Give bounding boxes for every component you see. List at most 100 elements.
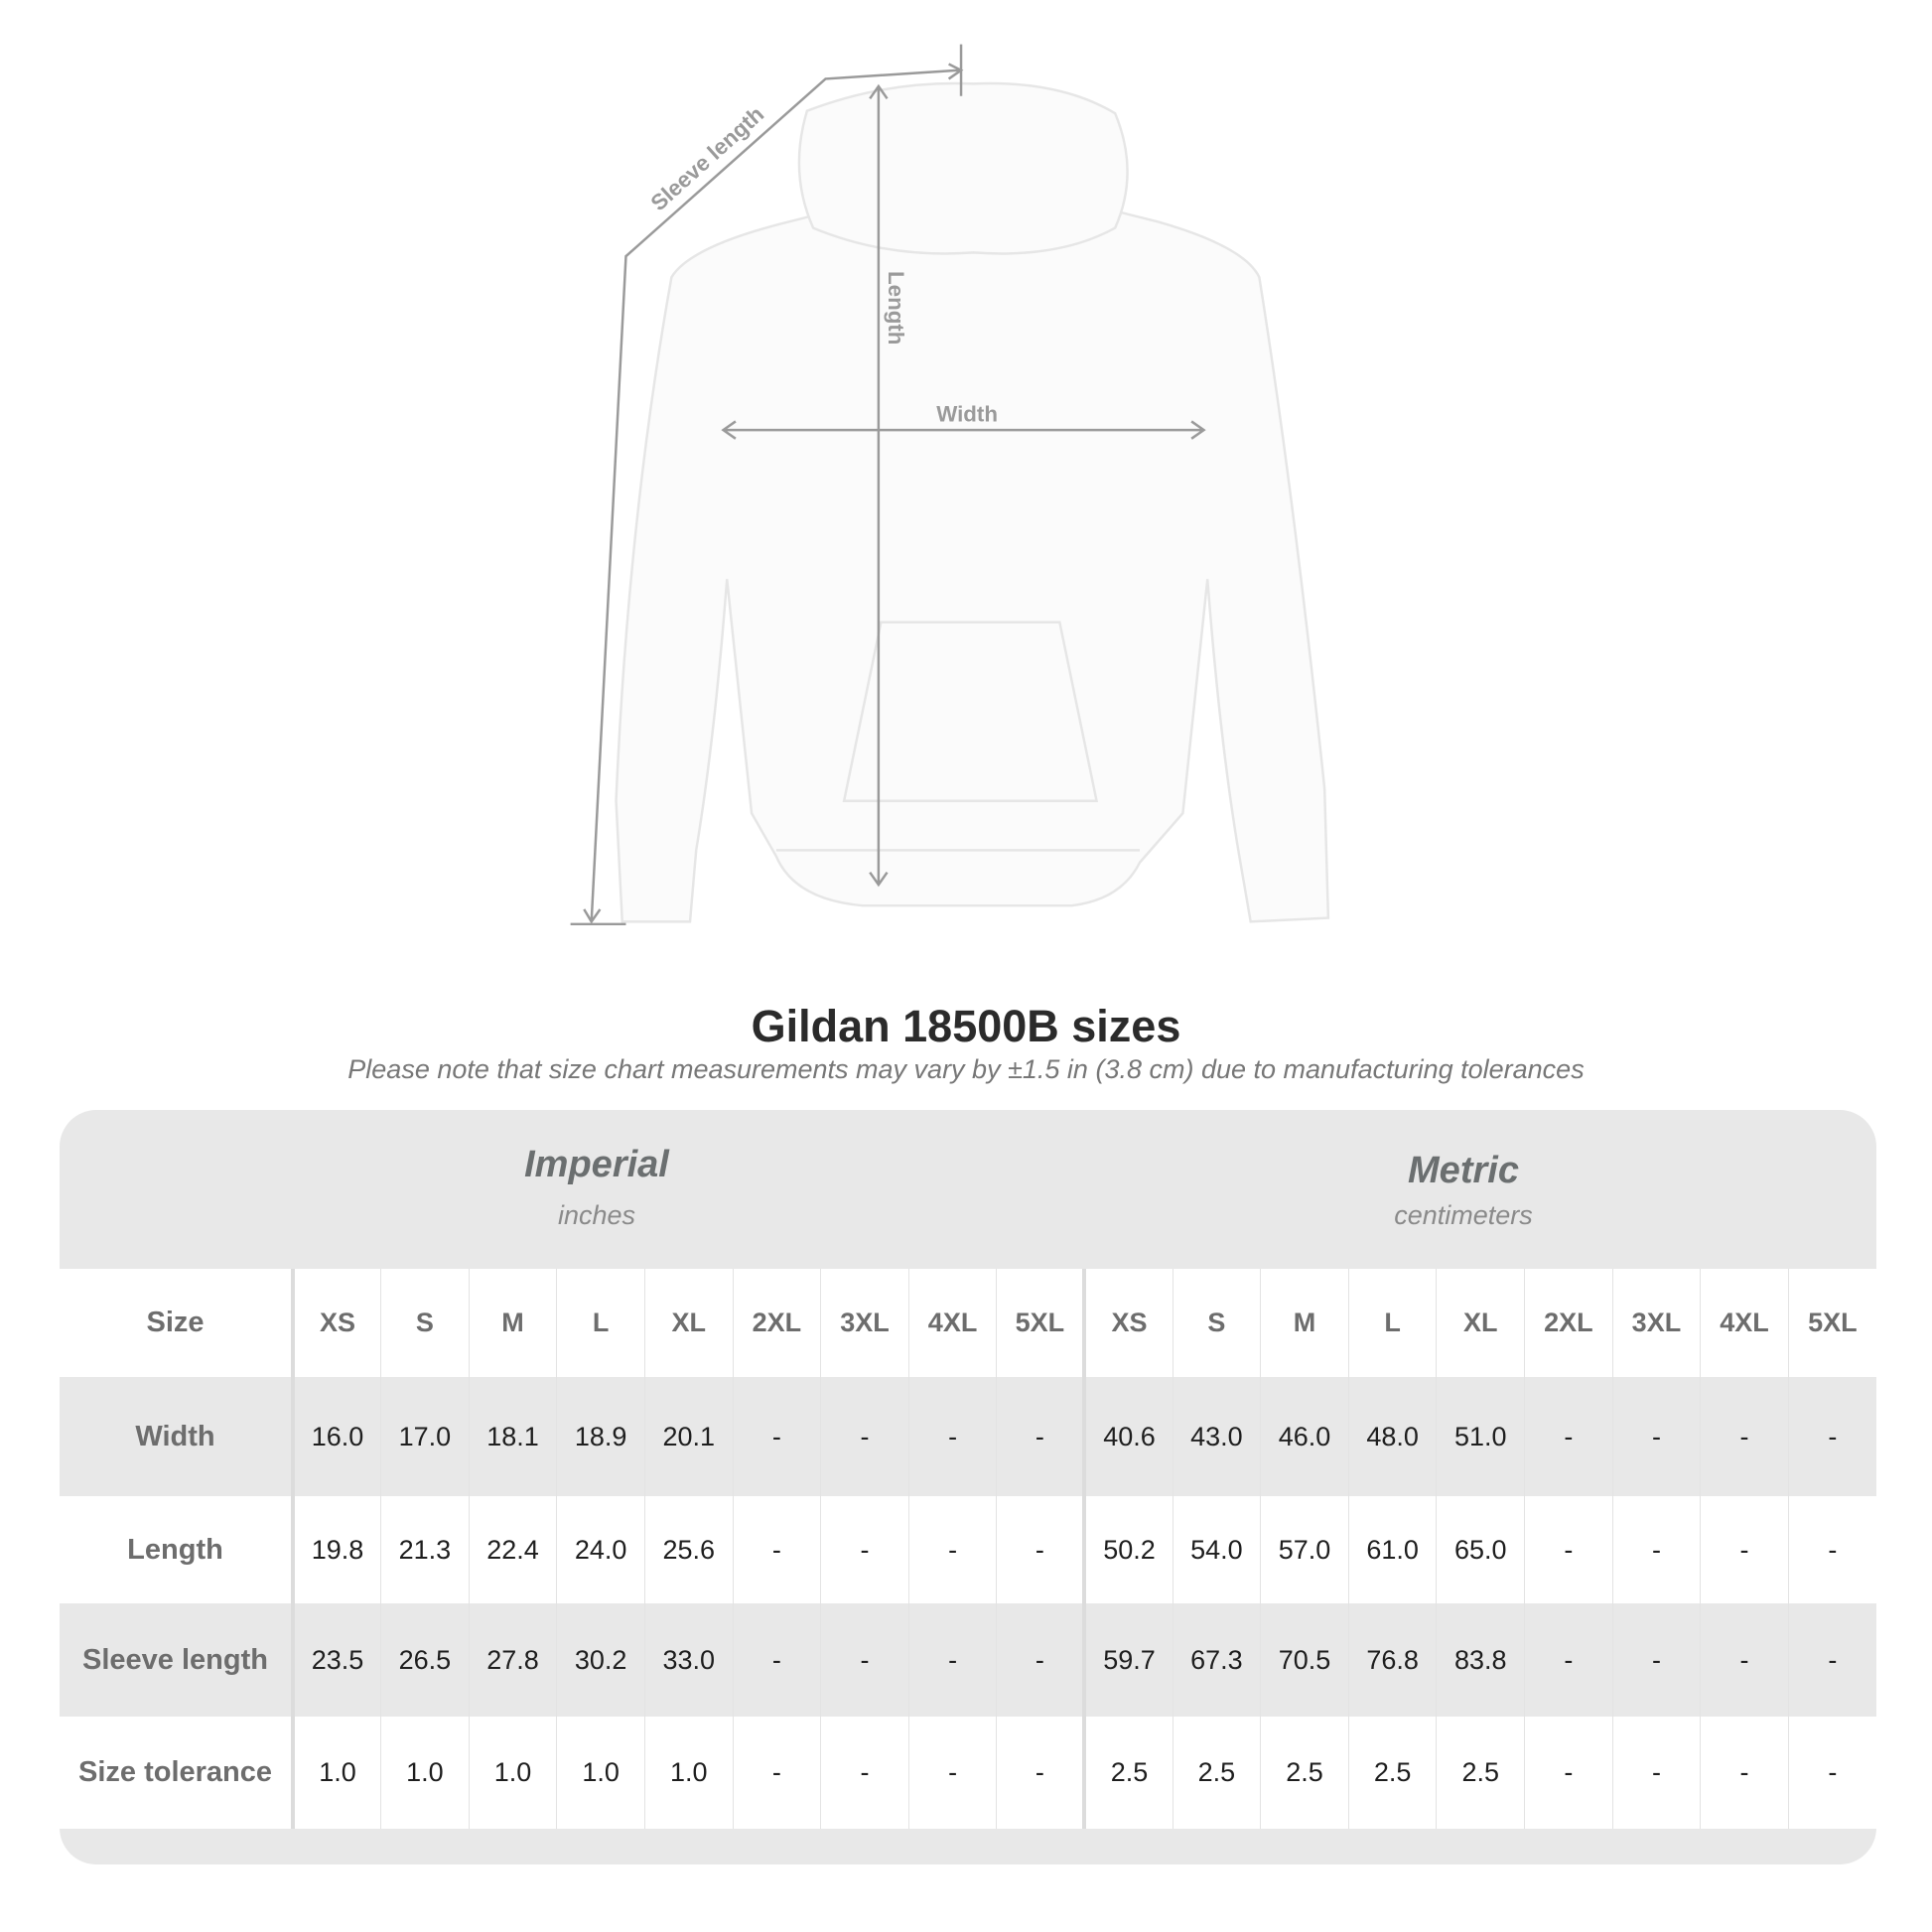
- table-row: Length 19.8 21.3 22.4 24.0 25.6- - - -50.2 54.0 57…: [60, 1496, 1876, 1603]
- imperial-value: -: [732, 1603, 821, 1717]
- imperial-value: 25.6: [643, 1496, 734, 1603]
- metric-value: -: [1524, 1717, 1613, 1829]
- metric-value: -: [1787, 1377, 1876, 1496]
- size-table-panel: Imperial inches Metric centimeters Size X…: [60, 1110, 1876, 1864]
- imperial-value: 17.0: [380, 1377, 470, 1496]
- imperial-value: 16.0: [292, 1377, 381, 1496]
- metric-value: -: [1787, 1603, 1876, 1717]
- metric-value: 2.5: [1082, 1717, 1173, 1829]
- row-label: Size tolerance: [60, 1717, 295, 1829]
- metric-size-header: 4XL: [1700, 1269, 1789, 1377]
- imperial-size-header: XS: [292, 1269, 381, 1377]
- metric-value: -: [1700, 1603, 1789, 1717]
- metric-value: -: [1611, 1603, 1701, 1717]
- tolerance-note: Please note that size chart measurements…: [347, 1054, 1585, 1084]
- metric-size-header: S: [1172, 1269, 1261, 1377]
- row-label: Sleeve length: [60, 1603, 295, 1717]
- metric-value: -: [1700, 1496, 1789, 1603]
- imperial-value: 21.3: [380, 1496, 470, 1603]
- imperial-value: -: [907, 1717, 997, 1829]
- metric-value: 54.0: [1172, 1496, 1261, 1603]
- length-label: Length: [884, 271, 908, 345]
- imperial-size-header: XL: [643, 1269, 734, 1377]
- length-line: [869, 83, 889, 888]
- metric-value: -: [1524, 1603, 1613, 1717]
- imperial-title: Imperial: [524, 1144, 669, 1185]
- metric-value: 2.5: [1436, 1717, 1525, 1829]
- metric-value: 51.0: [1436, 1377, 1525, 1496]
- imperial-value: -: [732, 1496, 821, 1603]
- imperial-size-header: 4XL: [907, 1269, 997, 1377]
- row-label: Width: [60, 1377, 295, 1496]
- size-label: Size: [60, 1269, 295, 1377]
- table-row: Width 16.0 17.0 18.1 18.9 20.1- - - -40.6 43.0 46.…: [60, 1377, 1876, 1496]
- imperial-value: 30.2: [556, 1603, 645, 1717]
- metric-value: -: [1611, 1496, 1701, 1603]
- imperial-value: 26.5: [380, 1603, 470, 1717]
- imperial-value: -: [820, 1717, 909, 1829]
- metric-value: 2.5: [1347, 1717, 1437, 1829]
- width-label: Width: [936, 401, 998, 426]
- metric-header: Metric centimeters: [1166, 1150, 1761, 1231]
- imperial-value: 27.8: [468, 1603, 557, 1717]
- imperial-value: -: [996, 1377, 1085, 1496]
- hoodie-pocket: [842, 621, 1099, 802]
- imperial-value: -: [996, 1603, 1085, 1717]
- metric-value: 46.0: [1260, 1377, 1349, 1496]
- imperial-header: Imperial inches: [299, 1144, 895, 1231]
- table-header-row: Size XS S M L XL 2XL 3XL 4XL 5XL XS S M L XL 2XL 3XL 4XL 5…: [60, 1269, 1876, 1377]
- imperial-value: -: [820, 1496, 909, 1603]
- imperial-value: 1.0: [292, 1717, 381, 1829]
- metric-value: -: [1700, 1717, 1789, 1829]
- metric-value: 57.0: [1260, 1496, 1349, 1603]
- size-table: Size XS S M L XL 2XL 3XL 4XL 5XL XS S M L XL 2XL 3XL 4XL 5…: [60, 1269, 1876, 1829]
- metric-value: 2.5: [1172, 1717, 1261, 1829]
- metric-size-header: 5XL: [1787, 1269, 1876, 1377]
- imperial-value: -: [996, 1496, 1085, 1603]
- table-row: Size tolerance 1.0 1.0 1.0 1.0 1.0- - - -2.5 2.5 2…: [60, 1717, 1876, 1829]
- metric-size-header: XS: [1082, 1269, 1173, 1377]
- hoodie-illustration: [615, 81, 1330, 923]
- row-label: Length: [60, 1496, 295, 1603]
- imperial-size-header: L: [556, 1269, 645, 1377]
- metric-size-header: L: [1347, 1269, 1437, 1377]
- imperial-value: 1.0: [556, 1717, 645, 1829]
- hoodie-body: [615, 202, 1330, 923]
- metric-value: -: [1787, 1717, 1876, 1829]
- imperial-value: 1.0: [380, 1717, 470, 1829]
- imperial-value: -: [907, 1377, 997, 1496]
- sleeve-length-label: Sleeve length: [646, 101, 769, 215]
- table-row: Sleeve length 23.5 26.5 27.8 30.2 33.0- - - -59.…: [60, 1603, 1876, 1717]
- metric-value: -: [1611, 1717, 1701, 1829]
- metric-value: -: [1611, 1377, 1701, 1496]
- metric-value: 76.8: [1347, 1603, 1437, 1717]
- metric-value: -: [1524, 1496, 1613, 1603]
- width-line: [721, 420, 1206, 440]
- measurement-lines: [570, 44, 1206, 926]
- imperial-value: -: [732, 1377, 821, 1496]
- imperial-value: 18.1: [468, 1377, 557, 1496]
- imperial-value: -: [732, 1717, 821, 1829]
- imperial-value: -: [907, 1603, 997, 1717]
- imperial-value: 1.0: [468, 1717, 557, 1829]
- metric-value: 67.3: [1172, 1603, 1261, 1717]
- page-title: Gildan 18500B sizes: [751, 1001, 1181, 1051]
- metric-value: 2.5: [1260, 1717, 1349, 1829]
- metric-size-header: 3XL: [1611, 1269, 1701, 1377]
- metric-value: 61.0: [1347, 1496, 1437, 1603]
- imperial-unit: inches: [557, 1200, 636, 1230]
- metric-size-header: M: [1260, 1269, 1349, 1377]
- metric-value: 70.5: [1260, 1603, 1349, 1717]
- metric-value: 83.8: [1436, 1603, 1525, 1717]
- metric-value: 40.6: [1082, 1377, 1173, 1496]
- metric-size-header: 2XL: [1524, 1269, 1613, 1377]
- metric-value: -: [1787, 1496, 1876, 1603]
- metric-value: -: [1700, 1377, 1789, 1496]
- imperial-value: -: [820, 1377, 909, 1496]
- sleeve-length-line: [570, 44, 964, 926]
- imperial-value: 1.0: [643, 1717, 734, 1829]
- imperial-value: 33.0: [643, 1603, 734, 1717]
- metric-value: 50.2: [1082, 1496, 1173, 1603]
- metric-value: 65.0: [1436, 1496, 1525, 1603]
- imperial-value: 20.1: [643, 1377, 734, 1496]
